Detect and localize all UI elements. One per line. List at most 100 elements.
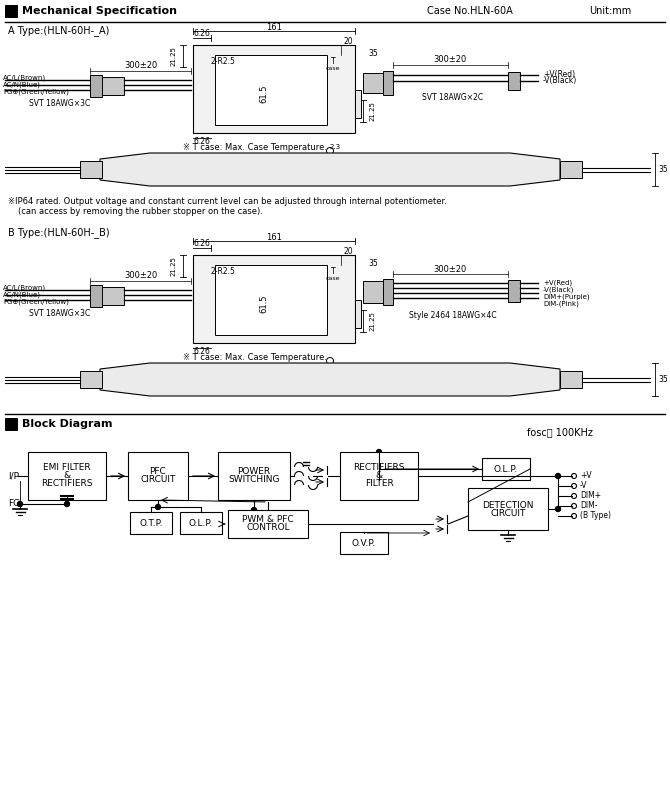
Text: I/P: I/P — [8, 471, 19, 481]
Text: fosc： 100KHz: fosc： 100KHz — [527, 427, 593, 437]
Text: &: & — [375, 471, 383, 481]
Text: (B Type): (B Type) — [580, 511, 611, 521]
Text: CIRCUIT: CIRCUIT — [140, 475, 176, 485]
Text: 6.26: 6.26 — [194, 29, 210, 38]
Text: FG⊕(Green/Yellow): FG⊕(Green/Yellow) — [3, 89, 69, 95]
Text: 35: 35 — [368, 258, 378, 267]
Text: SVT 18AWG×3C: SVT 18AWG×3C — [29, 98, 90, 107]
Text: Unit:mm: Unit:mm — [589, 6, 631, 16]
Bar — [5, 5, 17, 17]
Bar — [90, 285, 102, 307]
Text: RECTIFIERS: RECTIFIERS — [353, 463, 405, 473]
Bar — [355, 90, 361, 118]
Text: POWER: POWER — [237, 467, 271, 477]
Circle shape — [155, 505, 161, 510]
Text: Block Diagram: Block Diagram — [22, 419, 113, 429]
Text: 20: 20 — [343, 246, 353, 255]
Text: DIM-(Pink): DIM-(Pink) — [543, 301, 579, 307]
Bar — [5, 418, 17, 430]
Text: ※IP64 rated. Output voltage and constant current level can be adjusted through i: ※IP64 rated. Output voltage and constant… — [8, 198, 447, 206]
Bar — [228, 510, 308, 538]
Polygon shape — [100, 153, 560, 186]
Text: 21.25: 21.25 — [370, 101, 376, 121]
Text: (can access by removing the rubber stopper on the case).: (can access by removing the rubber stopp… — [18, 207, 263, 217]
Bar — [482, 458, 530, 480]
Text: -V(Black): -V(Black) — [543, 77, 578, 86]
Text: 21.25: 21.25 — [171, 46, 177, 66]
Text: 300±20: 300±20 — [124, 271, 157, 281]
Text: Mechanical Specification: Mechanical Specification — [22, 6, 177, 16]
Text: FG⊕(Green/Yellow): FG⊕(Green/Yellow) — [3, 298, 69, 306]
Text: ※ T case: Max. Case Temperature.: ※ T case: Max. Case Temperature. — [183, 142, 327, 151]
Text: DIM-: DIM- — [580, 502, 598, 510]
Bar — [90, 75, 102, 97]
Text: O.L.P.: O.L.P. — [189, 518, 213, 527]
Text: CONTROL: CONTROL — [246, 523, 290, 533]
Text: AC/N(Blue): AC/N(Blue) — [3, 292, 41, 298]
Text: 6.26: 6.26 — [194, 138, 210, 146]
Polygon shape — [100, 363, 560, 396]
Circle shape — [64, 502, 70, 506]
Text: CIRCUIT: CIRCUIT — [490, 509, 526, 518]
Text: EMI FILTER: EMI FILTER — [43, 463, 91, 473]
Text: 2.3: 2.3 — [330, 144, 340, 150]
Text: T: T — [331, 57, 335, 66]
Text: Case No.HLN-60A: Case No.HLN-60A — [427, 6, 513, 16]
Bar — [560, 161, 582, 178]
Text: 20: 20 — [343, 37, 353, 46]
Text: DETECTION: DETECTION — [482, 501, 534, 510]
Text: PWM & PFC: PWM & PFC — [242, 515, 294, 525]
Bar — [355, 300, 361, 328]
Text: O.T.P.: O.T.P. — [139, 518, 163, 527]
Text: +V(Red): +V(Red) — [543, 280, 572, 286]
Text: 35: 35 — [658, 375, 668, 384]
Text: -V(Black): -V(Black) — [543, 286, 574, 294]
Text: DIM+(Purple): DIM+(Purple) — [543, 294, 590, 300]
Text: 161: 161 — [266, 22, 282, 31]
Bar — [130, 512, 172, 534]
Text: 21.25: 21.25 — [370, 311, 376, 331]
Bar — [508, 72, 520, 90]
Bar — [363, 281, 383, 303]
Text: 35: 35 — [368, 49, 378, 58]
Bar — [218, 452, 290, 500]
Bar — [560, 371, 582, 388]
Bar — [128, 452, 188, 500]
Text: 35: 35 — [658, 165, 668, 174]
Circle shape — [251, 507, 257, 513]
Text: -V: -V — [580, 482, 588, 490]
Bar — [28, 452, 106, 500]
Text: &: & — [64, 471, 70, 481]
Bar — [102, 287, 124, 305]
Text: ※ T case: Max. Case Temperature.: ※ T case: Max. Case Temperature. — [183, 353, 327, 362]
Text: +V: +V — [580, 471, 592, 481]
Bar — [215, 265, 327, 335]
Text: SWITCHING: SWITCHING — [228, 475, 280, 485]
Bar — [363, 73, 383, 93]
Text: DIM+: DIM+ — [580, 491, 601, 501]
Text: AC/L(Brown): AC/L(Brown) — [3, 74, 46, 82]
Text: AC/N(Blue): AC/N(Blue) — [3, 82, 41, 88]
Bar — [468, 488, 548, 530]
Text: 2-R2.5: 2-R2.5 — [210, 57, 235, 66]
Text: PFC: PFC — [149, 467, 166, 477]
Text: 6.26: 6.26 — [194, 239, 210, 249]
Bar — [340, 452, 418, 500]
Text: AC/L(Brown): AC/L(Brown) — [3, 285, 46, 291]
Circle shape — [377, 450, 381, 454]
Text: 2-R2.5: 2-R2.5 — [210, 266, 235, 275]
Circle shape — [555, 506, 561, 511]
Text: FILTER: FILTER — [364, 479, 393, 489]
Text: RECTIFIERS: RECTIFIERS — [42, 479, 92, 489]
Text: case: case — [326, 277, 340, 282]
Text: 300±20: 300±20 — [124, 62, 157, 70]
Bar — [180, 512, 222, 534]
Text: FG: FG — [8, 499, 20, 509]
Text: 300±20: 300±20 — [433, 55, 466, 65]
Text: 21.25: 21.25 — [171, 256, 177, 276]
Bar — [80, 371, 102, 388]
Text: O.L.P.: O.L.P. — [494, 465, 518, 474]
Text: 61.5: 61.5 — [259, 85, 269, 103]
Circle shape — [555, 474, 561, 478]
Bar — [193, 255, 355, 343]
